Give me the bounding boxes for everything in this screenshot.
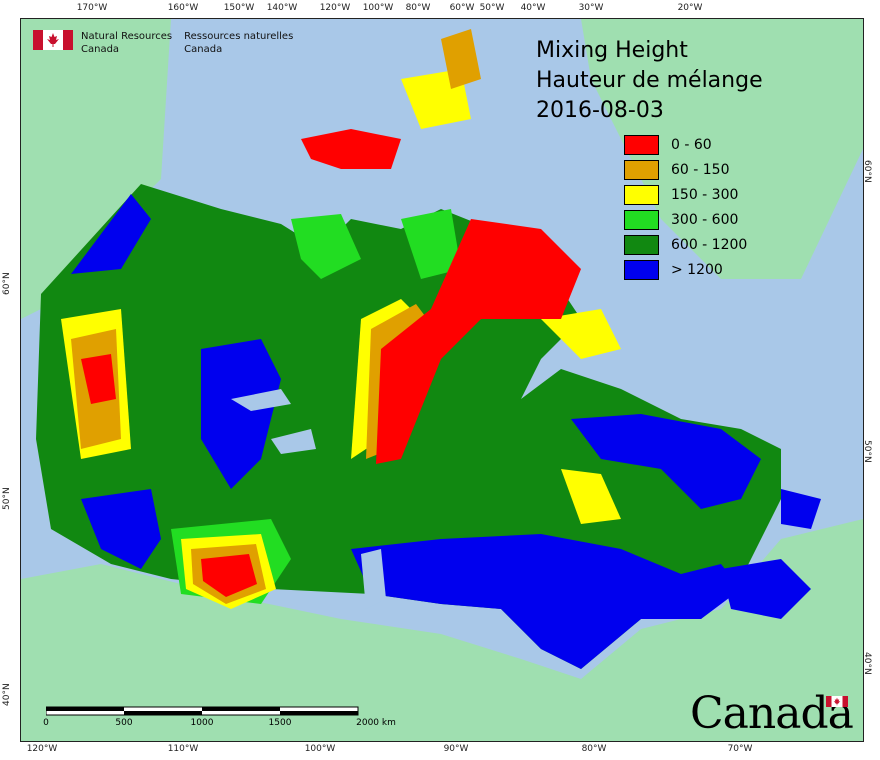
canada-flag-icon: [33, 30, 73, 50]
legend-label: 300 - 600: [671, 211, 739, 228]
map-title-block: Mixing Height Hauteur de mélange 2016-08…: [536, 36, 763, 126]
graticule-label: 50°W: [479, 3, 505, 13]
legend: 0 - 60 60 - 150 150 - 300 300 - 600 600 - 12…: [624, 132, 747, 282]
graticule-label: 50°N: [862, 440, 872, 463]
wordmark-flag-icon: [826, 692, 848, 707]
great-slave-lake: [231, 389, 291, 411]
orange-arctic: [441, 29, 481, 89]
graticule-label: 50°N: [2, 487, 12, 510]
legend-label: 150 - 300: [671, 186, 739, 203]
scale-bar: 0 500 1000 1500 2000 km: [43, 704, 396, 728]
legend-swatch: [624, 234, 659, 255]
legend-swatch: [624, 134, 659, 155]
legend-label: 0 - 60: [671, 136, 712, 153]
agency-signature: Natural Resources Canada Ressources natu…: [33, 30, 305, 56]
graticule-label: 100°W: [304, 744, 336, 754]
graticule-label: 20°W: [677, 3, 703, 13]
red-prairies: [201, 554, 257, 597]
legend-swatch: [624, 184, 659, 205]
agency-fr-line1: Ressources naturelles: [184, 31, 294, 42]
blue-quebec: [571, 414, 761, 509]
scale-bar-label: 1000: [190, 718, 214, 728]
map-title-en: Mixing Height: [536, 38, 688, 63]
scale-bar-label: 0: [43, 718, 49, 728]
agency-en-line1: Natural Resources: [81, 31, 173, 42]
scale-bar-label: 2000 km: [356, 718, 396, 728]
graticule-label: 150°W: [223, 3, 255, 13]
yellow-ungava: [541, 309, 621, 359]
graticule-label: 40°W: [520, 3, 546, 13]
graticule-label: 90°W: [443, 744, 469, 754]
graticule-label: 110°W: [167, 744, 199, 754]
agency-fr-line2: Canada: [184, 44, 223, 55]
map-title-fr: Hauteur de mélange: [536, 68, 763, 93]
red-arctic-islands: [301, 129, 401, 169]
legend-row: 60 - 150: [624, 157, 747, 182]
graticule-label: 40°N: [2, 683, 12, 706]
legend-row: 150 - 300: [624, 182, 747, 207]
blue-west: [81, 489, 161, 569]
greenland-land: [581, 19, 863, 279]
graticule-label: 30°W: [578, 3, 604, 13]
graticule-label: 60°N: [862, 160, 872, 183]
graticule-label: 100°W: [362, 3, 394, 13]
yellow-james: [561, 469, 621, 524]
great-bear-lake: [271, 429, 316, 454]
blue-north-west: [71, 194, 151, 274]
scale-bar-graphic: [45, 706, 359, 716]
graticule-label: 60°W: [449, 3, 475, 13]
red-yukon: [81, 354, 116, 404]
blue-ns: [781, 489, 821, 529]
legend-label: 600 - 1200: [671, 236, 748, 253]
lightgreen-north: [291, 214, 361, 279]
lake-winnipeg: [361, 549, 386, 609]
usa-land: [21, 519, 863, 741]
graticule-label: 40°N: [862, 652, 872, 675]
legend-row: > 1200: [624, 257, 747, 282]
map-frame: [20, 18, 864, 742]
legend-swatch: [624, 259, 659, 280]
legend-label: > 1200: [671, 261, 723, 278]
legend-row: 300 - 600: [624, 207, 747, 232]
graticule-label: 120°W: [26, 744, 58, 754]
graticule-label: 80°W: [405, 3, 431, 13]
legend-label: 60 - 150: [671, 161, 730, 178]
agency-name-en: Natural Resources Canada: [81, 30, 172, 56]
graticule-label: 120°W: [319, 3, 351, 13]
lightgreen-hudson: [401, 209, 461, 279]
graticule-label: 70°W: [727, 744, 753, 754]
map-date: 2016-08-03: [536, 98, 664, 123]
red-hudson: [376, 219, 581, 464]
agency-name-fr: Ressources naturelles Canada: [184, 30, 293, 56]
legend-row: 600 - 1200: [624, 232, 747, 257]
legend-row: 0 - 60: [624, 132, 747, 157]
agency-en-line2: Canada: [81, 44, 120, 55]
graticule-label: 60°N: [2, 272, 12, 295]
graticule-label: 160°W: [167, 3, 199, 13]
graticule-label: 170°W: [76, 3, 108, 13]
scale-bar-label: 500: [115, 718, 133, 728]
scale-bar-label: 1500: [268, 718, 292, 728]
legend-swatch: [624, 159, 659, 180]
blue-maritimes: [721, 559, 811, 619]
legend-swatch: [624, 209, 659, 230]
blue-south-prairies: [351, 534, 741, 669]
blue-central: [201, 339, 281, 489]
alaska-land: [21, 19, 171, 319]
mixing-height-map: [21, 19, 863, 741]
graticule-label: 140°W: [266, 3, 298, 13]
graticule-label: 80°W: [581, 744, 607, 754]
